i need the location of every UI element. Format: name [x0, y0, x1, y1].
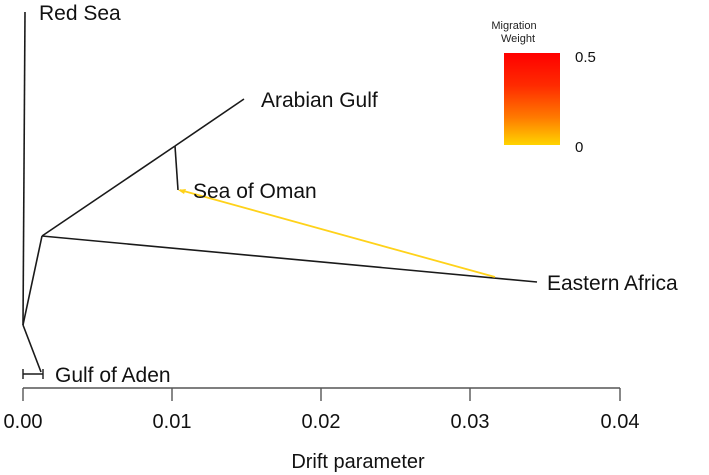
legend-max-label: 0.5: [575, 49, 596, 66]
branch-inner-to-arabian-node: [41, 145, 176, 237]
x-axis-title: Drift parameter: [291, 451, 425, 473]
leaf-label-red-sea: Red Sea: [39, 2, 121, 25]
x-tick-label: 0.01: [153, 411, 192, 433]
branch-sea-of-oman: [174, 145, 179, 191]
scale-bar: [22, 369, 44, 379]
x-tick-label: 0.03: [451, 411, 490, 433]
leaf-label-sea-of-oman: Sea of Oman: [193, 180, 317, 203]
legend-color-bar: [504, 53, 560, 145]
x-tick-label: 0.04: [601, 411, 640, 433]
migration-edge: [179, 189, 496, 278]
branch-gulf-of-aden: [22, 324, 42, 373]
leaf-label-eastern-africa: Eastern Africa: [547, 272, 678, 295]
branch-red-sea: [22, 11, 26, 326]
branch-arabian-gulf: [174, 98, 245, 147]
leaf-label-arabian-gulf: Arabian Gulf: [261, 89, 378, 112]
leaf-label-gulf-of-aden: Gulf of Aden: [55, 364, 171, 387]
legend-title-line2: Weight: [501, 33, 535, 45]
branch-root-to-inner: [22, 235, 43, 326]
x-tick-label: 0.02: [302, 411, 341, 433]
branch-eastern-africa: [41, 235, 538, 283]
tree-branches: [22, 11, 538, 373]
x-tick-label: 0.00: [4, 411, 43, 433]
x-axis: [22, 387, 621, 401]
legend-min-label: 0: [575, 139, 583, 156]
migration-weight-legend: Migration Weight 0.5 0: [491, 20, 595, 156]
migration-arrowhead-icon: [178, 189, 186, 194]
legend-title-line1: Migration: [491, 20, 536, 32]
